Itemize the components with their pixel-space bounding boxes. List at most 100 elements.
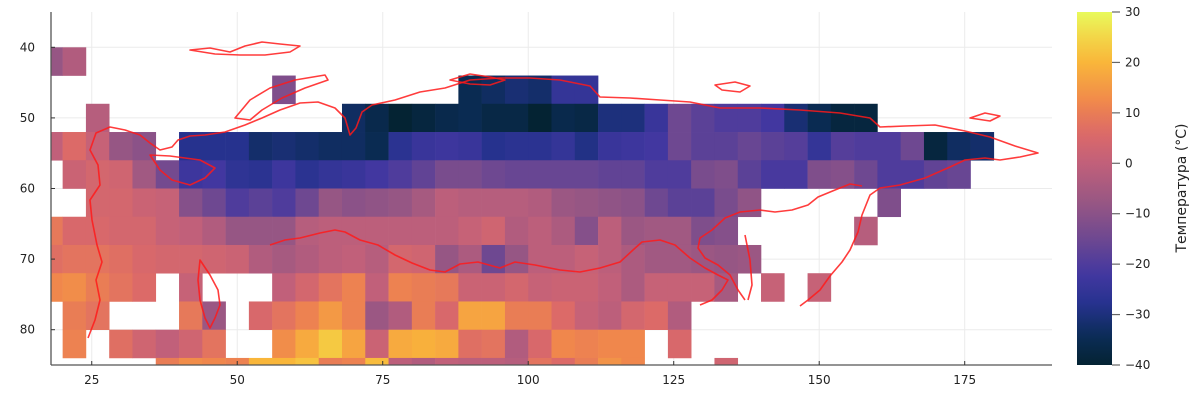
- heatmap-cell: [714, 188, 739, 218]
- heatmap-cell: [598, 160, 622, 189]
- heatmap-cell: [132, 273, 157, 302]
- coastline-new-siberian-islands: [714, 81, 751, 93]
- heatmap-cell: [504, 75, 529, 105]
- heatmap-cell: [458, 301, 482, 330]
- heatmap-cell: [621, 301, 645, 330]
- heatmap-cell: [854, 160, 878, 189]
- heatmap-cell: [481, 160, 506, 189]
- heatmap-cell: [435, 273, 459, 302]
- heatmap-cell: [388, 188, 413, 218]
- heatmap-cell: [691, 103, 715, 133]
- heatmap-cell: [388, 301, 413, 330]
- heatmap-cell: [272, 132, 296, 161]
- heatmap-cell: [877, 132, 901, 161]
- heatmap-cell: [341, 357, 366, 366]
- heatmap-cell: [667, 273, 692, 302]
- heatmap-cell: [388, 273, 413, 302]
- heatmap-cell: [923, 160, 948, 189]
- heatmap-cell: [318, 132, 343, 161]
- heatmap-cell: [365, 357, 389, 366]
- heatmap-cell: [179, 188, 203, 218]
- heatmap-cell: [528, 357, 552, 366]
- heatmap-cell: [272, 329, 296, 359]
- heatmap-cell: [341, 329, 366, 359]
- colorbar-tick-label: 0: [1125, 156, 1133, 170]
- heatmap-cell: [504, 273, 529, 302]
- heatmap-cell: [51, 244, 63, 274]
- heatmap-cell: [272, 357, 296, 366]
- heatmap-cell: [225, 244, 250, 274]
- x-tick-label: 75: [375, 373, 390, 387]
- heatmap-cell: [877, 160, 901, 189]
- heatmap-cell: [528, 103, 552, 133]
- heatmap-cell: [411, 103, 436, 133]
- heatmap-cell: [202, 216, 226, 246]
- coastline-severnaya-zemlya: [449, 73, 506, 86]
- heatmap-cell: [248, 301, 273, 330]
- heatmap-cell: [761, 160, 785, 189]
- heatmap-cell: [435, 329, 459, 359]
- heatmap-cell: [109, 132, 133, 161]
- x-tick-label: 25: [84, 373, 99, 387]
- heatmap-cell: [528, 160, 552, 189]
- heatmap-cell: [458, 273, 482, 302]
- heatmap-cell: [621, 216, 645, 246]
- heatmap-cell: [388, 244, 413, 274]
- colorbar-tick-label: −10: [1125, 207, 1150, 221]
- heatmap-cell: [621, 329, 645, 359]
- heatmap-cell: [551, 160, 576, 189]
- heatmap-cell: [225, 188, 250, 218]
- heatmap-cell: [109, 244, 133, 274]
- heatmap-cell: [51, 273, 63, 302]
- heatmap-cell: [598, 244, 622, 274]
- heatmap-cell: [132, 216, 157, 246]
- heatmap-cell: [481, 301, 506, 330]
- heatmap-cell: [62, 132, 87, 161]
- heatmap-cell: [435, 103, 459, 133]
- heatmap-cell: [714, 244, 739, 274]
- heatmap-cell: [551, 244, 576, 274]
- heatmap-cell: [155, 357, 180, 366]
- heatmap-cell: [62, 244, 87, 274]
- heatmap-cell: [458, 216, 482, 246]
- heatmap-cell: [85, 188, 110, 218]
- heatmap-cell: [528, 244, 552, 274]
- heatmap-cell: [598, 103, 622, 133]
- heatmap-cell: [481, 357, 506, 366]
- heatmap-cell: [341, 244, 366, 274]
- coastline-black-sea: [149, 154, 216, 186]
- heatmap-cell: [644, 188, 669, 218]
- heatmap-cell: [551, 301, 576, 330]
- coastline-wrangel: [969, 112, 1001, 122]
- heatmap-cell: [574, 301, 599, 330]
- heatmap-cell: [598, 357, 622, 366]
- heatmap-cell: [179, 301, 203, 330]
- heatmap-cells: [51, 47, 995, 366]
- heatmap-cell: [598, 188, 622, 218]
- heatmap-cell: [272, 216, 296, 246]
- heatmap-cell: [877, 188, 901, 218]
- heatmap-cell: [621, 160, 645, 189]
- heatmap-cell: [830, 160, 855, 189]
- heatmap-cell: [155, 329, 180, 359]
- heatmap-cell: [248, 244, 273, 274]
- heatmap-cell: [318, 160, 343, 189]
- heatmap-cell: [318, 244, 343, 274]
- heatmap-cell: [761, 273, 785, 302]
- heatmap-cell: [644, 103, 669, 133]
- heatmap-cell: [388, 216, 413, 246]
- heatmap-cell: [644, 244, 669, 274]
- heatmap-cell: [667, 188, 692, 218]
- heatmap-cell: [621, 357, 645, 366]
- heatmap-cell: [202, 301, 226, 330]
- y-tick-label: 40: [20, 40, 35, 54]
- heatmap-cell: [551, 75, 576, 105]
- heatmap-cell: [528, 188, 552, 218]
- heatmap-cell: [691, 244, 715, 274]
- heatmap-cell: [365, 216, 389, 246]
- heatmap-cell: [598, 301, 622, 330]
- heatmap-cell: [295, 132, 320, 161]
- heatmap-cell: [341, 132, 366, 161]
- colorbar-tick-label: 10: [1125, 106, 1140, 120]
